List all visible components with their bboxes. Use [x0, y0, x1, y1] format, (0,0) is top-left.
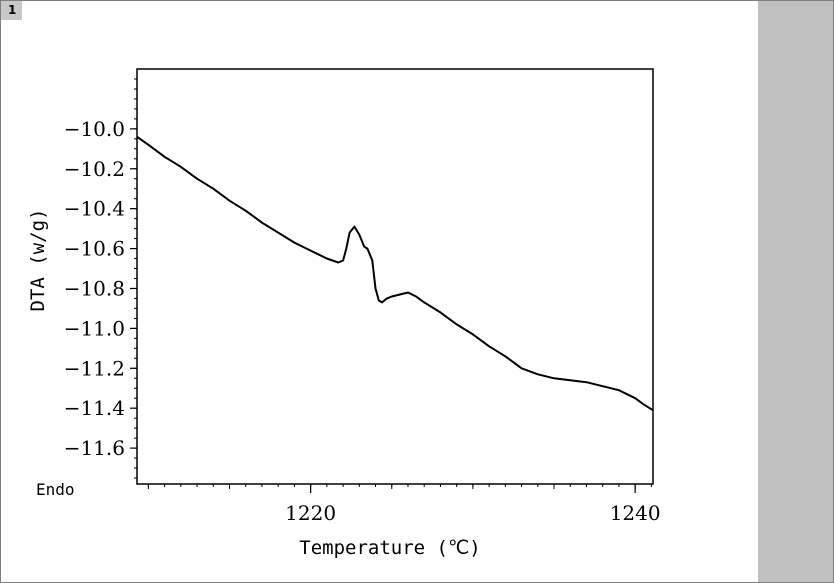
y-tick-label: −11.2: [64, 356, 125, 380]
y-tick-label: −10.4: [64, 197, 125, 221]
y-axis-title: DTA (w/g): [27, 209, 49, 312]
x-tick-label: 1220: [285, 501, 336, 525]
plot-area: [136, 68, 654, 485]
y-tick-label: −11.6: [64, 436, 125, 460]
side-panel: [758, 1, 833, 582]
x-tick-label: 1240: [610, 501, 661, 525]
minor-ticks: [134, 78, 652, 489]
y-tick-label: −11.0: [64, 316, 125, 340]
window-number-badge[interactable]: 1: [1, 1, 22, 20]
y-tick-label: −11.4: [64, 396, 125, 420]
y-tick-label: −10.2: [64, 157, 125, 181]
y-tick-label: −10.8: [64, 276, 125, 300]
x-axis: 1220 1240: [285, 484, 661, 525]
endo-annotation: Endo: [36, 480, 75, 499]
y-tick-label: −10.6: [64, 237, 125, 261]
y-tick-label: −10.0: [64, 117, 125, 141]
y-axis: −10.0 −10.2 −10.4 −10.6 −10.8 −11.0 −11.2 −11.4…: [64, 117, 137, 460]
dta-series-line: [136, 135, 654, 412]
x-axis-title: Temperature (℃): [299, 537, 480, 559]
